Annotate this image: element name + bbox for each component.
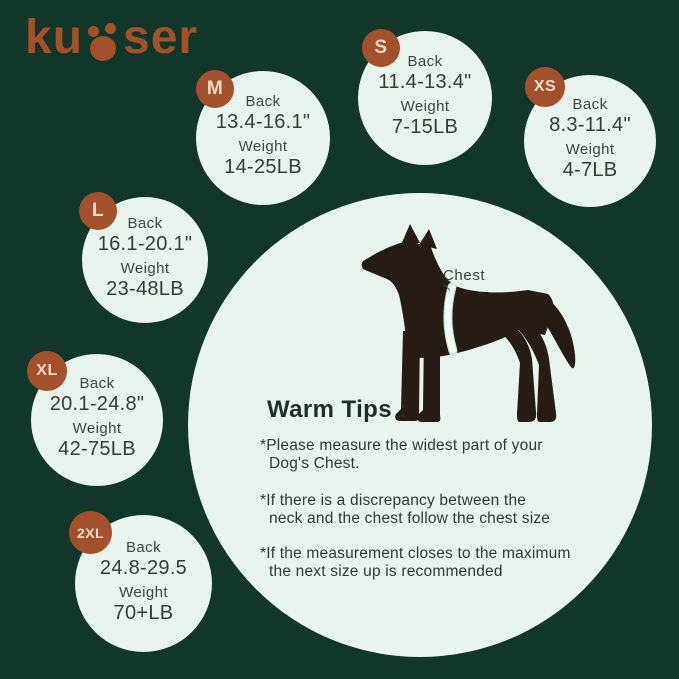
paw-pad-icon <box>90 36 117 61</box>
weight-label: Weight <box>400 98 450 115</box>
size-badge-m: M <box>196 70 234 108</box>
chest-label: Chest <box>443 267 486 284</box>
weight-value: 7-15LB <box>391 116 459 138</box>
weight-label: Weight <box>238 138 288 155</box>
logo-text-prefix: ku <box>25 11 84 64</box>
back-value: 13.4-16.1" <box>215 111 311 133</box>
weight-label: Weight <box>565 141 615 158</box>
dog-silhouette <box>361 224 576 422</box>
size-card-2xl: 2XL Back 24.8-29.5 Weight 70+LB <box>69 511 212 652</box>
paw-toe-icon <box>105 23 117 34</box>
paw-toe-icon <box>88 26 100 37</box>
size-badge-s: S <box>362 29 400 67</box>
back-label: Back <box>245 93 281 110</box>
brand-logo: ku ser <box>25 14 198 62</box>
back-label: Back <box>127 215 163 232</box>
weight-label: Weight <box>120 260 170 277</box>
tip-line: *Please measure the widest part of your <box>260 437 543 454</box>
size-card-m: M Back 13.4-16.1" Weight 14-25LB <box>196 70 330 205</box>
size-card-s: S Back 11.4-13.4" Weight 7-15LB <box>358 29 492 165</box>
weight-value: 23-48LB <box>106 278 184 300</box>
warm-tip-item: *If the measurement closes to the maximu… <box>260 545 590 581</box>
weight-value: 42-75LB <box>58 438 136 460</box>
back-value: 11.4-13.4" <box>378 71 472 93</box>
size-card-xl: XL Back 20.1-24.8" Weight 42-75LB <box>27 351 163 486</box>
measurement-diagram-circle: Chest Warm Tips : *Please measure the wi… <box>188 193 652 657</box>
measuring-tape <box>443 282 458 356</box>
size-card-xs: XS Back 8.3-11.4" Weight 4-7LB <box>524 67 656 207</box>
tip-line: Dog's Chest. <box>269 455 360 472</box>
weight-label: Weight <box>72 420 122 437</box>
back-value: 20.1-24.8" <box>49 393 145 415</box>
back-value: 24.8-29.5 <box>99 556 188 579</box>
chest-pointer-line <box>443 284 451 291</box>
weight-value: 4-7LB <box>562 159 618 181</box>
weight-value: 14-25LB <box>224 156 302 178</box>
back-value: 16.1-20.1" <box>97 233 193 255</box>
size-badge-l: L <box>79 192 117 230</box>
size-badge-xl: XL <box>27 351 67 391</box>
size-card-l: L Back 16.1-20.1" Weight 23-48LB <box>79 192 208 323</box>
warm-tip-item: *Please measure the widest part of your … <box>260 437 590 473</box>
back-label: Back <box>79 375 115 392</box>
warm-tips-heading: Warm Tips : <box>267 396 408 423</box>
back-label: Back <box>407 53 443 70</box>
logo-text-suffix: ser <box>123 11 199 64</box>
tip-line: *If the measurement closes to the maximu… <box>260 545 571 562</box>
back-value: 8.3-11.4" <box>549 114 631 136</box>
back-label: Back <box>572 96 608 113</box>
weight-label: Weight <box>119 583 168 601</box>
paw-print-icon <box>86 23 120 62</box>
weight-value: 70+LB <box>113 601 174 624</box>
back-label: Back <box>126 538 161 556</box>
warm-tip-item: *If there is a discrepancy between the n… <box>260 492 590 528</box>
size-badge-2xl: 2XL <box>69 511 112 554</box>
size-badge-xs: XS <box>525 67 565 107</box>
tip-line: the next size up is recommended <box>269 563 503 580</box>
tip-line: neck and the chest follow the chest size <box>269 510 551 527</box>
tip-line: *If there is a discrepancy between the <box>260 492 527 509</box>
